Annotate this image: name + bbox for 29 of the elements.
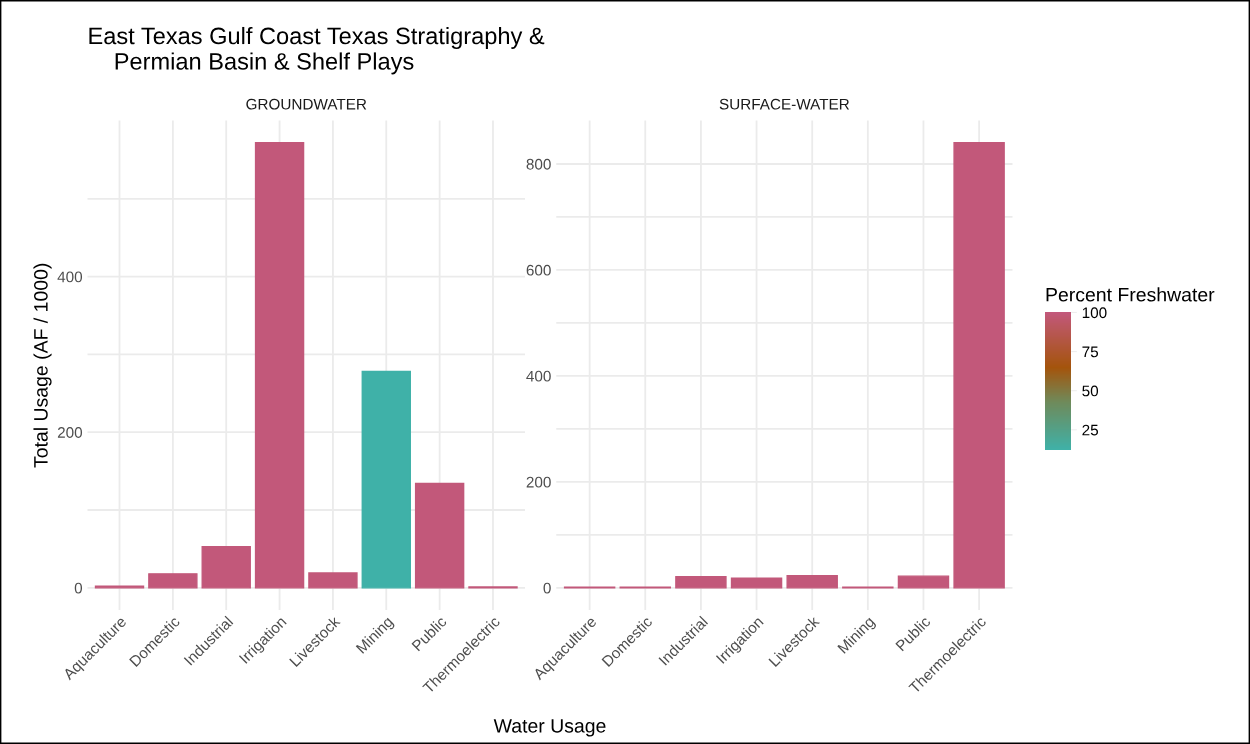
y-tick-label: 0 xyxy=(74,582,83,594)
y-tick-label: 200 xyxy=(57,427,83,438)
y-tick-label: 400 xyxy=(526,370,551,382)
y-tick-label: 800 xyxy=(526,158,551,170)
chart-title: East Texas Gulf Coast Texas Stratigraphy & Permian Basin & Shelf Plays xyxy=(89,26,545,75)
chart-subtitle: GROUNDWATER xyxy=(246,98,367,110)
bar xyxy=(897,575,950,589)
y-tick-label: 200 xyxy=(526,476,551,488)
y-tick-label: 600 xyxy=(526,264,551,276)
x-axis-title: Water Usage xyxy=(493,719,606,737)
color-bar-label: 25 xyxy=(1082,424,1099,436)
color-bar-label: 75 xyxy=(1082,346,1099,358)
color-bar-label: 100 xyxy=(1082,307,1107,319)
bar xyxy=(148,573,198,589)
bar xyxy=(730,577,783,589)
bar xyxy=(361,370,411,589)
y-tick-label: 400 xyxy=(57,271,83,283)
bar xyxy=(414,482,465,589)
bar xyxy=(308,572,358,589)
bar xyxy=(786,574,838,589)
y-axis-title: Total Usage (AF / 1000) xyxy=(33,263,52,468)
bar xyxy=(675,576,727,589)
bar xyxy=(953,142,1005,589)
bar xyxy=(254,142,305,589)
chart-subtitle: SURFACE-WATER xyxy=(719,98,850,110)
color-bar-title: Percent Freshwater xyxy=(1046,287,1215,302)
y-tick-label: 0 xyxy=(543,582,551,594)
bar xyxy=(201,545,251,589)
color-bar-label: 50 xyxy=(1082,385,1099,397)
